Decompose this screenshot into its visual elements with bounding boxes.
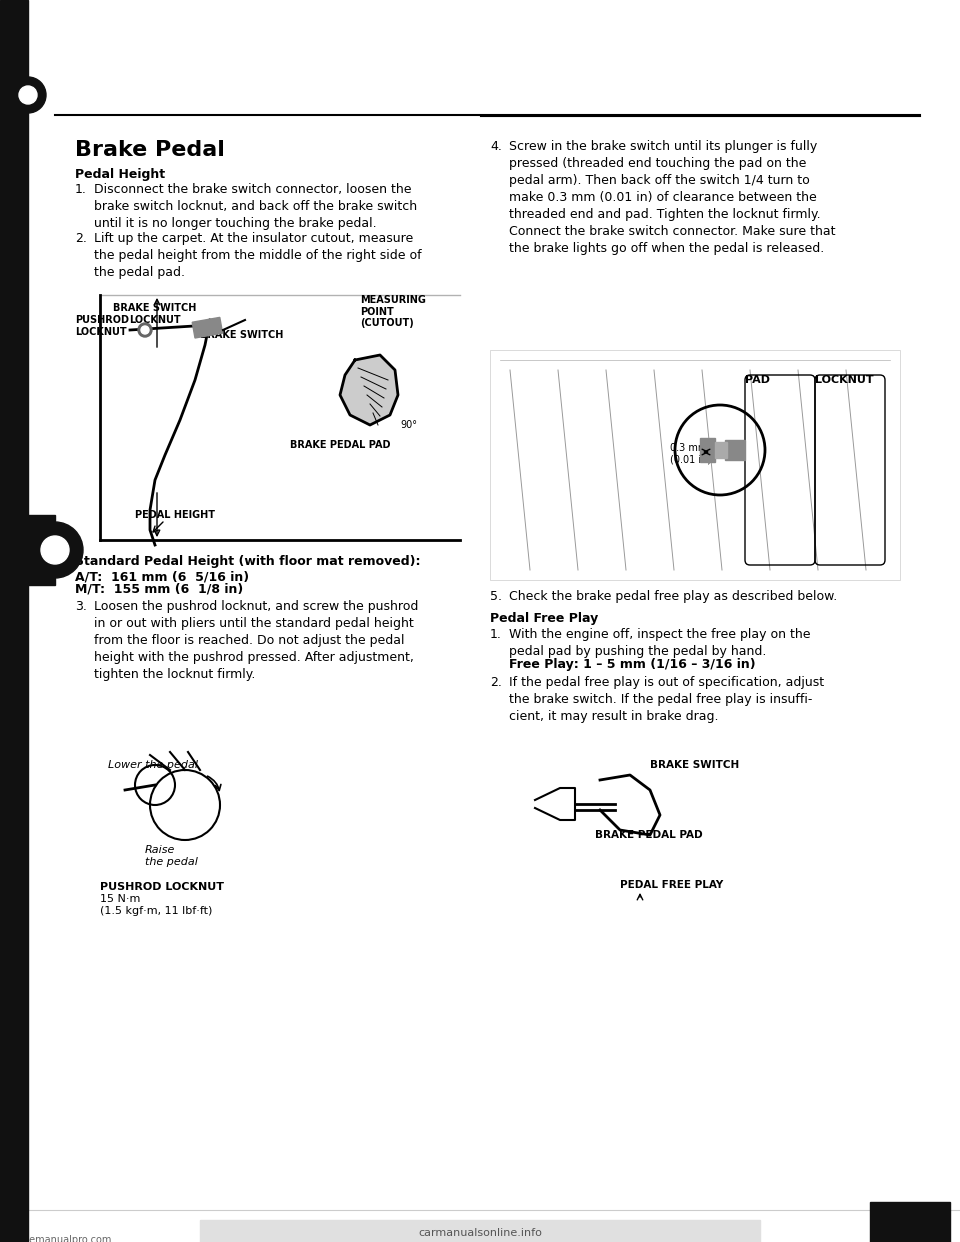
Text: BRAKE SWITCH: BRAKE SWITCH [650,760,739,770]
Bar [192,318,223,338]
Text: Pedal Height: Pedal Height [75,168,165,181]
Text: 90°: 90° [400,420,417,430]
Bar [200,1220,760,1242]
Text: BRAKE PEDAL PAD: BRAKE PEDAL PAD [595,830,703,840]
Text: With the engine off, inspect the free play on the
pedal pad by pushing the pedal: With the engine off, inspect the free pl… [509,628,810,658]
Text: 1.: 1. [490,628,502,641]
Text: Lift up the carpet. At the insulator cutout, measure
the pedal height from the m: Lift up the carpet. At the insulator cut… [94,232,421,279]
Polygon shape [340,355,398,425]
Bar [700,438,715,462]
Text: 0.3 mm
(0.01 in): 0.3 mm (0.01 in) [670,443,711,465]
Text: LOCKNUT: LOCKNUT [815,375,874,385]
Text: 4.: 4. [490,140,502,153]
Bar [0,515,55,585]
Bar [725,440,745,460]
Text: Loosen the pushrod locknut, and screw the pushrod
in or out with pliers until th: Loosen the pushrod locknut, and screw th… [94,600,419,681]
Bar [0,0,28,1242]
Text: M/T:  155 mm (6  1/8 in): M/T: 155 mm (6 1/8 in) [75,582,243,595]
Text: Lower the pedal: Lower the pedal [108,760,198,770]
Text: BRAKE SWITCH
LOCKNUT: BRAKE SWITCH LOCKNUT [113,303,197,324]
Text: 5.: 5. [490,590,502,604]
Text: PUSHROD LOCKNUT: PUSHROD LOCKNUT [100,882,224,892]
Text: 3.: 3. [75,600,86,614]
Circle shape [927,27,933,34]
Text: A/T:  161 mm (6  5/16 in): A/T: 161 mm (6 5/16 in) [75,570,250,582]
Circle shape [141,325,149,334]
Text: If the pedal free play is out of specification, adjust
the brake switch. If the : If the pedal free play is out of specifi… [509,676,824,723]
Text: Raise
the pedal: Raise the pedal [145,845,198,867]
Text: w.emanualpro.com: w.emanualpro.com [20,1235,112,1242]
Text: PAD: PAD [745,375,770,385]
Text: 2.: 2. [490,676,502,689]
Text: 15 N·m: 15 N·m [100,894,140,904]
Circle shape [902,22,908,29]
Bar [870,1202,950,1242]
Circle shape [27,522,83,578]
Circle shape [10,77,46,113]
Text: 2.: 2. [75,232,86,245]
Bar [715,442,727,458]
Circle shape [138,323,152,337]
Text: Pedal Free Play: Pedal Free Play [490,612,598,625]
Text: 19-5: 19-5 [880,1210,928,1230]
Text: BRAKE SWITCH: BRAKE SWITCH [200,330,283,340]
Text: Free Play: 1 – 5 mm (1/16 – 3/16 in): Free Play: 1 – 5 mm (1/16 – 3/16 in) [509,658,756,671]
Circle shape [41,537,69,564]
Text: (1.5 kgf·m, 11 lbf·ft): (1.5 kgf·m, 11 lbf·ft) [100,905,212,917]
Text: Brake Pedal: Brake Pedal [75,140,225,160]
Text: PEDAL FREE PLAY: PEDAL FREE PLAY [620,881,723,891]
Text: PEDAL HEIGHT: PEDAL HEIGHT [135,510,215,520]
Text: carmanualsonline.info: carmanualsonline.info [418,1228,542,1238]
Text: PUSHROD
LOCKNUT: PUSHROD LOCKNUT [75,315,129,337]
Text: Disconnect the brake switch connector, loosen the
brake switch locknut, and back: Disconnect the brake switch connector, l… [94,183,418,230]
Text: Standard Pedal Height (with floor mat removed):: Standard Pedal Height (with floor mat re… [75,555,420,568]
Text: Check the brake pedal free play as described below.: Check the brake pedal free play as descr… [509,590,837,604]
Text: Screw in the brake switch until its plunger is fully
pressed (threaded end touch: Screw in the brake switch until its plun… [509,140,835,255]
Text: MEASURING
POINT
(CUTOUT): MEASURING POINT (CUTOUT) [360,296,426,328]
Text: 1.: 1. [75,183,86,196]
Circle shape [906,56,914,65]
Text: BRAKE PEDAL PAD: BRAKE PEDAL PAD [290,440,391,450]
Bar [490,350,900,580]
Circle shape [19,86,37,104]
